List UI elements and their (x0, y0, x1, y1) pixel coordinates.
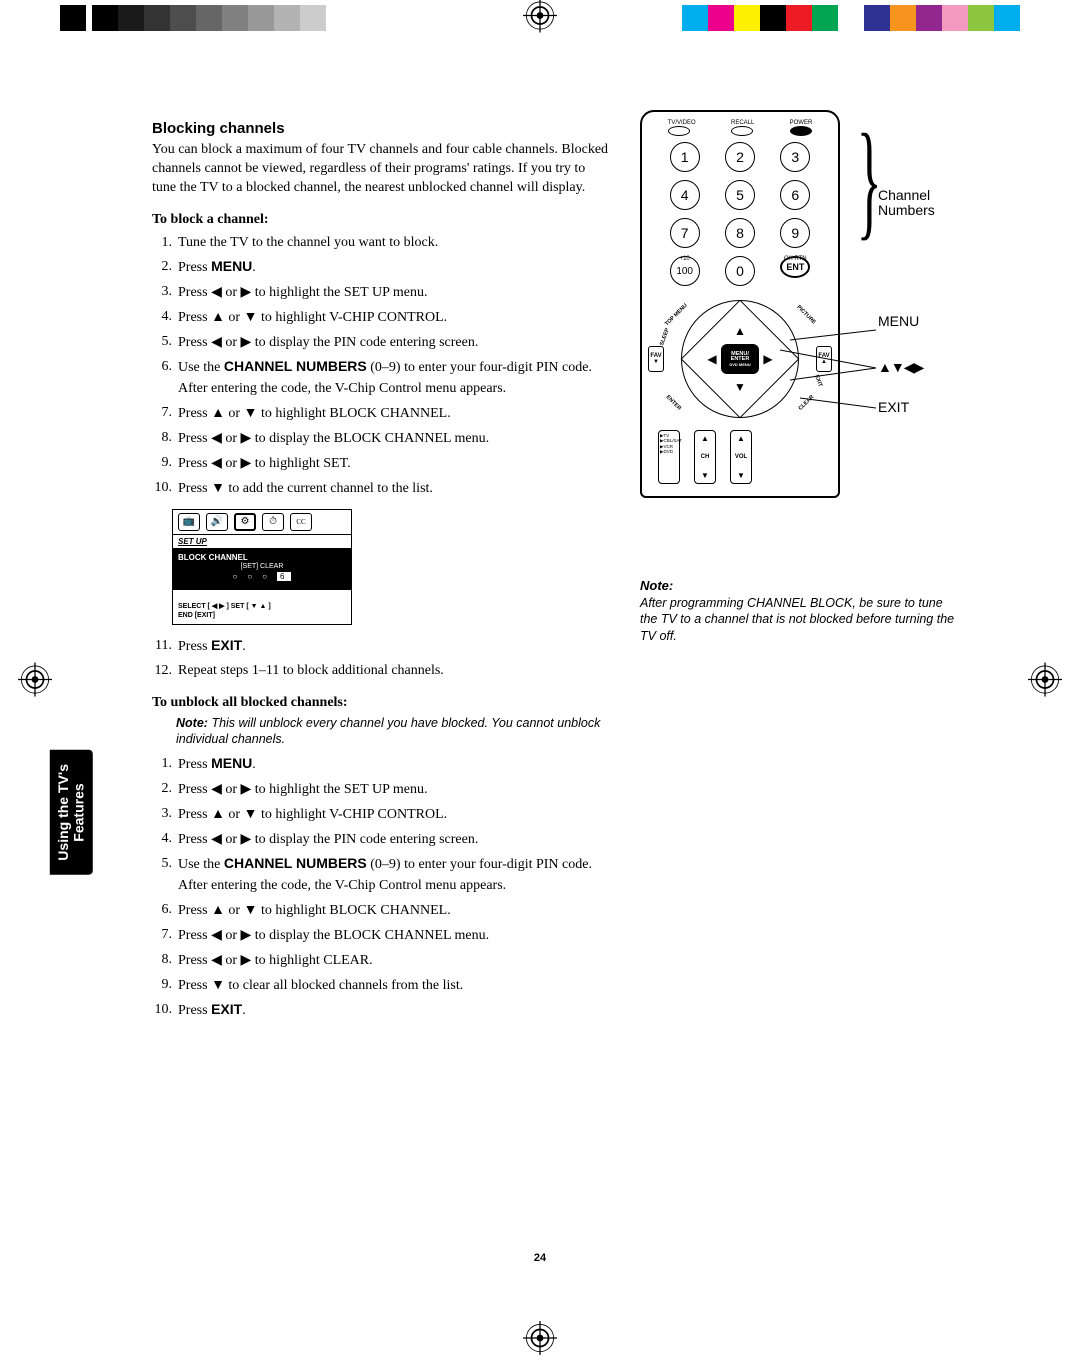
step-item: Press ▲ or ▼ to highlight BLOCK CHANNEL. (172, 402, 612, 424)
osd-screenshot: 📺 🔊 ⚙ ⏱ CC SET UP BLOCK CHANNEL [SET] CL… (172, 509, 352, 625)
printer-registration-top (0, 4, 1080, 32)
callout-channel-numbers: ChannelNumbers (878, 188, 935, 219)
keypad-1: 1 (670, 142, 700, 172)
step-item: Repeat steps 1–11 to block additional ch… (172, 660, 612, 681)
step-item: Press ▼ to clear all blocked channels fr… (172, 974, 612, 996)
recall-button (731, 126, 753, 136)
unblock-steps-list: Press MENU. Press ◀ or ▶ to highlight the… (152, 753, 612, 1021)
page-number: 24 (534, 1252, 546, 1264)
step-item: Press ◀ or ▶ to display the PIN code ent… (172, 828, 612, 850)
note-body: After programming CHANNEL BLOCK, be sure… (640, 595, 960, 644)
osd-tab-icon: ⚙ (234, 513, 256, 531)
osd-tab-icon: ⏱ (262, 513, 284, 531)
unblock-note: Note: This will unblock every channel yo… (176, 715, 612, 748)
block-steps-cont: Press EXIT. Repeat steps 1–11 to block ad… (152, 635, 612, 681)
keypad-2: 2 (725, 142, 755, 172)
reg-gray-strip (92, 5, 352, 31)
keypad-3: 3 (780, 142, 810, 172)
osd-tab-icon: 🔊 (206, 513, 228, 531)
step-item: Press ◀ or ▶ to display the BLOCK CHANNE… (172, 427, 612, 449)
note-title: Note: (640, 578, 960, 593)
leader-menu (790, 330, 920, 350)
reg-black-square (60, 5, 86, 31)
keypad: 123456789+101000CH RTNENT (650, 142, 830, 286)
reg-color-strip (682, 5, 1020, 31)
osd-tab-icon: CC (290, 513, 312, 531)
side-note: Note: After programming CHANNEL BLOCK, b… (640, 578, 960, 644)
osd-title: SET UP (173, 535, 351, 549)
step-item: Press ◀ or ▶ to highlight SET. (172, 452, 612, 474)
chapter-tab: Using the TV'sFeatures (50, 750, 93, 875)
dpad-down: ▼ (734, 380, 746, 394)
keypad-5: 5 (725, 180, 755, 210)
keypad-4: 4 (670, 180, 700, 210)
step-item: Press EXIT. (172, 999, 612, 1021)
fav-down: FAV▼ (648, 346, 664, 372)
step-item: Press ▲ or ▼ to highlight V-CHIP CONTROL… (172, 306, 612, 328)
remote-body: TV/VIDEO RECALL POWER 123456789+101000CH… (640, 110, 840, 498)
keypad-9: 9 (780, 218, 810, 248)
osd-footer: SELECT [ ◀ ▶ ] SET [ ▼ ▲ ] END [EXIT] (173, 589, 351, 624)
power-button (790, 126, 812, 136)
osd-tab-icon: 📺 (178, 513, 200, 531)
step-item: Press ▲ or ▼ to highlight BLOCK CHANNEL. (172, 899, 612, 921)
right-column: TV/VIDEO RECALL POWER 123456789+101000CH… (640, 110, 960, 644)
keypad-brace: } (857, 122, 882, 239)
osd-row-label: BLOCK CHANNEL (178, 553, 346, 562)
step-item: Press MENU. (172, 753, 612, 775)
intro-paragraph: You can block a maximum of four TV chann… (152, 141, 612, 198)
callout-arrows: ▲▼◀▶ (878, 360, 923, 375)
callout-exit: EXIT (878, 400, 909, 415)
dpad-right: ▶ (763, 352, 772, 366)
step-item: Press ◀ or ▶ to highlight the SET UP men… (172, 778, 612, 800)
keypad-7: 7 (670, 218, 700, 248)
step-item: Press ◀ or ▶ to highlight CLEAR. (172, 949, 612, 971)
remote-illustration: TV/VIDEO RECALL POWER 123456789+101000CH… (640, 110, 960, 498)
dpad-left: ◀ (707, 352, 716, 366)
block-steps-list: Tune the TV to the channel you want to b… (152, 232, 612, 499)
block-subhead: To block a channel: (152, 212, 612, 228)
step-item: Tune the TV to the channel you want to b… (172, 232, 612, 253)
step-item: Use the CHANNEL NUMBERS (0–9) to enter y… (172, 356, 612, 399)
step-item: Press ▲ or ▼ to highlight V-CHIP CONTROL… (172, 803, 612, 825)
keypad-8: 8 (725, 218, 755, 248)
menu-enter-button: MENU/ENTERDVD MENU (721, 344, 759, 374)
unblock-subhead: To unblock all blocked channels: (152, 695, 612, 711)
callout-menu: MENU (878, 314, 919, 329)
dpad-up: ▲ (734, 324, 746, 338)
vol-rocker: ▲VOL▼ (730, 430, 752, 484)
osd-body: BLOCK CHANNEL [SET] CLEAR ○○○6 (173, 549, 351, 589)
step-item: Press ▼ to add the current channel to th… (172, 477, 612, 499)
page-content: Using the TV'sFeatures Blocking channels… (80, 90, 1000, 1270)
section-heading: Blocking channels (152, 120, 612, 137)
remote-top-row: TV/VIDEO RECALL POWER (650, 120, 830, 136)
keypad-6: 6 (780, 180, 810, 210)
osd-tab-row: 📺 🔊 ⚙ ⏱ CC (173, 510, 351, 535)
reg-target-bottom (523, 1321, 557, 1360)
osd-setclear: [SET] CLEAR (178, 563, 346, 570)
reg-target-right (1028, 663, 1062, 702)
step-item: Press ◀ or ▶ to display the PIN code ent… (172, 331, 612, 353)
reg-target-left (18, 663, 52, 702)
osd-values: ○○○6 (178, 572, 346, 581)
step-item: Use the CHANNEL NUMBERS (0–9) to enter y… (172, 853, 612, 896)
step-item: Press MENU. (172, 256, 612, 278)
rocker-row: ▶TV▶CBL/SAT▶VCR▶DVD ▲CH▼ ▲VOL▼ (650, 430, 830, 484)
tv-video-button (668, 126, 690, 136)
ch-rocker: ▲CH▼ (694, 430, 716, 484)
main-column: Blocking channels You can block a maximu… (152, 120, 612, 1024)
step-item: Press EXIT. (172, 635, 612, 657)
step-item: Press ◀ or ▶ to display the BLOCK CHANNE… (172, 924, 612, 946)
step-item: Press ◀ or ▶ to highlight the SET UP men… (172, 281, 612, 303)
keypad-0: 0 (725, 256, 755, 286)
device-selector: ▶TV▶CBL/SAT▶VCR▶DVD (658, 430, 680, 484)
reg-target-top (523, 0, 557, 38)
